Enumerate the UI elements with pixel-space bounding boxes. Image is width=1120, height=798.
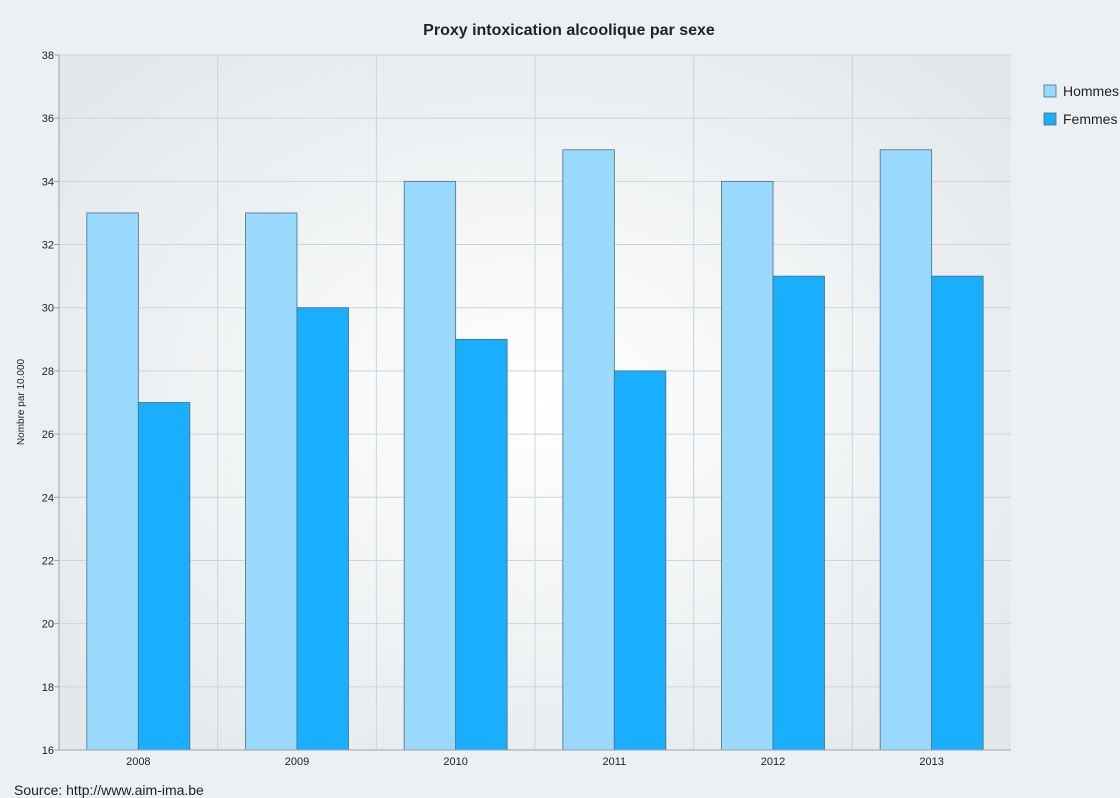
bar-hommes-2013: [879, 149, 933, 751]
legend-label-femmes: Femmes: [1063, 111, 1117, 127]
y-tick-label: 30: [42, 303, 54, 315]
x-tick-label: 2009: [285, 756, 309, 768]
bars: [86, 149, 984, 751]
bar-femmes-2013: [931, 275, 984, 751]
y-tick-label: 28: [42, 366, 54, 378]
legend-label-hommes: Hommes: [1063, 83, 1119, 99]
bar-hommes-2012: [721, 180, 774, 751]
x-tick-label: 2012: [761, 756, 785, 768]
bar-hommes-2011: [562, 149, 615, 751]
bar-femmes-2010: [455, 338, 508, 751]
x-tick-label: 2013: [919, 756, 943, 768]
bar-hommes-2008: [86, 212, 139, 751]
bar-hommes-2010: [403, 180, 457, 751]
source-text: Source: http://www.aim-ima.be: [14, 782, 204, 798]
y-tick-label: 34: [42, 176, 54, 188]
y-tick-label: 20: [42, 619, 54, 631]
y-tick-label: 18: [42, 682, 54, 694]
y-tick-label: 32: [42, 240, 54, 252]
y-tick-label: 26: [42, 429, 54, 441]
y-tick-label: 16: [42, 745, 54, 757]
bar-femmes-2009: [296, 307, 349, 751]
chart-title: Proxy intoxication alcoolique par sexe: [423, 22, 715, 39]
bar-femmes-2012: [772, 275, 825, 751]
y-tick-label: 24: [42, 492, 54, 504]
y-axis-label: Nombre par 10.000: [16, 358, 27, 445]
x-tick-label: 2008: [126, 756, 150, 768]
bar-femmes-2011: [613, 370, 667, 751]
bar-femmes-2008: [137, 402, 191, 751]
y-tick-label: 38: [42, 50, 54, 62]
y-tick-label: 22: [42, 555, 54, 567]
axes: 16 18 20 22 24 26 28 30 32 34 36 38 2008 2009 2010 2011…: [42, 50, 1011, 768]
grid: [59, 54, 1011, 751]
legend-swatch-hommes: [1043, 84, 1057, 98]
x-tick-label: 2010: [443, 756, 467, 768]
bar-hommes-2009: [245, 212, 298, 751]
x-tick-label: 2011: [603, 756, 627, 768]
y-tick-label: 36: [42, 113, 54, 125]
legend-swatch-femmes: [1043, 112, 1057, 126]
legend: Hommes Femmes: [1043, 83, 1119, 127]
